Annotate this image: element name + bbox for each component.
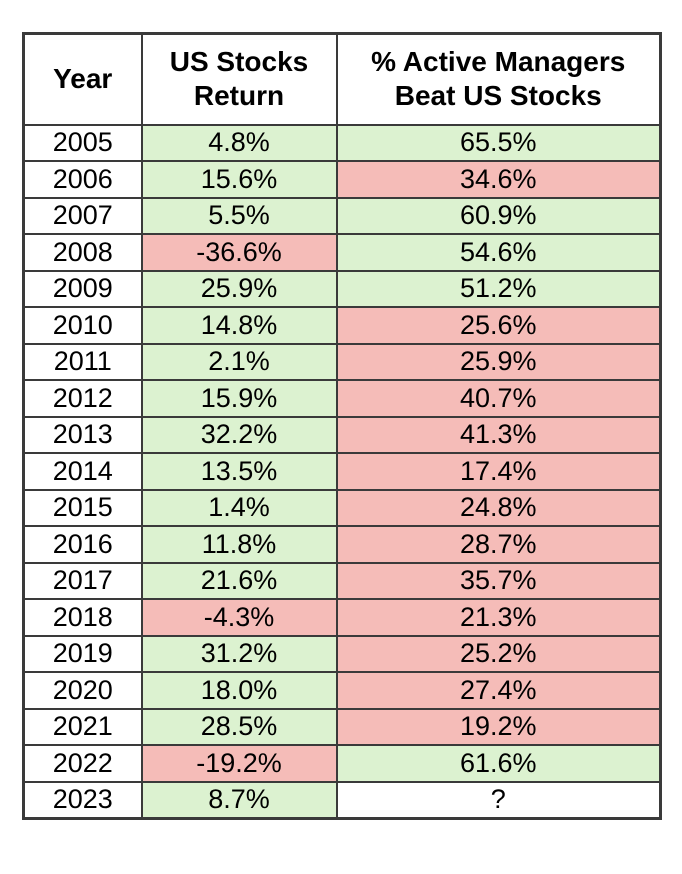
active-managers-beat-cell: 25.6% — [335, 306, 662, 345]
us-stocks-return-cell: -36.6% — [140, 233, 338, 272]
table-row: 2019 31.2% 25.2% — [22, 634, 662, 673]
year-cell: 2015 — [22, 488, 143, 527]
year-cell: 2019 — [22, 634, 143, 673]
active-managers-beat-cell: 25.9% — [335, 342, 662, 381]
table-row: 2017 21.6% 35.7% — [22, 561, 662, 600]
us-stocks-return-cell: 2.1% — [140, 342, 338, 381]
table-row: 2023 8.7%? — [22, 780, 662, 819]
us-stocks-return-cell: 31.2% — [140, 634, 338, 673]
us-stocks-return-cell: -4.3% — [140, 598, 338, 637]
table-body: 2005 4.8% 65.5% 2006 15.6% 34.6% 2007 5.5% 60.9%… — [22, 123, 662, 819]
us-stocks-return-cell: 21.6% — [140, 561, 338, 600]
year-cell: 2006 — [22, 160, 143, 199]
active-managers-beat-cell: ? — [335, 780, 662, 819]
year-cell: 2010 — [22, 306, 143, 345]
active-managers-beat-cell: 34.6% — [335, 160, 662, 199]
year-cell: 2014 — [22, 452, 143, 491]
table-row: 2008 -36.6% 54.6% — [22, 233, 662, 272]
table-header: Year US Stocks Return % Active Managers … — [22, 32, 662, 126]
us-stocks-return-cell: 1.4% — [140, 488, 338, 527]
active-managers-beat-cell: 65.5% — [335, 123, 662, 162]
us-stocks-return-cell: 13.5% — [140, 452, 338, 491]
us-stocks-return-cell: 18.0% — [140, 671, 338, 710]
us-stocks-return-cell: 11.8% — [140, 525, 338, 564]
active-managers-beat-cell: 41.3% — [335, 415, 662, 454]
year-cell: 2023 — [22, 780, 143, 819]
year-cell: 2005 — [22, 123, 143, 162]
active-managers-beat-cell: 27.4% — [335, 671, 662, 710]
table-row: 2010 14.8% 25.6% — [22, 306, 662, 345]
us-stocks-return-cell: 15.6% — [140, 160, 338, 199]
active-managers-beat-cell: 17.4% — [335, 452, 662, 491]
year-cell: 2022 — [22, 744, 143, 783]
header-row: Year US Stocks Return % Active Managers … — [22, 32, 662, 126]
us-stocks-return-cell: 4.8% — [140, 123, 338, 162]
active-managers-beat-cell: 28.7% — [335, 525, 662, 564]
active-managers-beat-cell: 51.2% — [335, 269, 662, 308]
year-cell: 2016 — [22, 525, 143, 564]
year-cell: 2009 — [22, 269, 143, 308]
column-header-year: Year — [22, 32, 143, 126]
active-managers-beat-cell: 61.6% — [335, 744, 662, 783]
table-row: 2015 1.4% 24.8% — [22, 488, 662, 527]
year-cell: 2017 — [22, 561, 143, 600]
year-cell: 2018 — [22, 598, 143, 637]
table-row: 2018 -4.3% 21.3% — [22, 598, 662, 637]
us-stocks-return-cell: 14.8% — [140, 306, 338, 345]
us-stocks-return-cell: 15.9% — [140, 379, 338, 418]
active-managers-beat-cell: 25.2% — [335, 634, 662, 673]
us-stocks-return-cell: -19.2% — [140, 744, 338, 783]
year-cell: 2013 — [22, 415, 143, 454]
table-row: 2005 4.8% 65.5% — [22, 123, 662, 162]
active-managers-beat-cell: 21.3% — [335, 598, 662, 637]
us-stocks-return-cell: 32.2% — [140, 415, 338, 454]
active-managers-beat-cell: 40.7% — [335, 379, 662, 418]
table-row: 2014 13.5% 17.4% — [22, 452, 662, 491]
us-stocks-return-cell: 5.5% — [140, 196, 338, 235]
year-cell: 2011 — [22, 342, 143, 381]
us-stocks-return-cell: 8.7% — [140, 780, 338, 819]
year-cell: 2007 — [22, 196, 143, 235]
table-row: 2022 -19.2% 61.6% — [22, 744, 662, 783]
active-managers-beat-cell: 24.8% — [335, 488, 662, 527]
active-managers-beat-cell: 19.2% — [335, 707, 662, 746]
active-managers-beat-cell: 35.7% — [335, 561, 662, 600]
table-row: 2013 32.2% 41.3% — [22, 415, 662, 454]
table-row: 2009 25.9% 51.2% — [22, 269, 662, 308]
us-stocks-return-cell: 28.5% — [140, 707, 338, 746]
table-row: 2012 15.9% 40.7% — [22, 379, 662, 418]
active-managers-beat-cell: 54.6% — [335, 233, 662, 272]
us-stocks-return-cell: 25.9% — [140, 269, 338, 308]
table-row: 2016 11.8% 28.7% — [22, 525, 662, 564]
year-cell: 2021 — [22, 707, 143, 746]
column-header-us-stocks-return: US Stocks Return — [140, 32, 338, 126]
table-row: 2006 15.6% 34.6% — [22, 160, 662, 199]
table-row: 2011 2.1% 25.9% — [22, 342, 662, 381]
year-cell: 2008 — [22, 233, 143, 272]
table-row: 2021 28.5% 19.2% — [22, 707, 662, 746]
active-managers-vs-us-stocks-table: Year US Stocks Return % Active Managers … — [22, 32, 662, 820]
table-row: 2020 18.0% 27.4% — [22, 671, 662, 710]
year-cell: 2012 — [22, 379, 143, 418]
table-row: 2007 5.5% 60.9% — [22, 196, 662, 235]
active-managers-beat-cell: 60.9% — [335, 196, 662, 235]
column-header-pct-active-managers-beat: % Active Managers Beat US Stocks — [335, 32, 662, 126]
year-cell: 2020 — [22, 671, 143, 710]
